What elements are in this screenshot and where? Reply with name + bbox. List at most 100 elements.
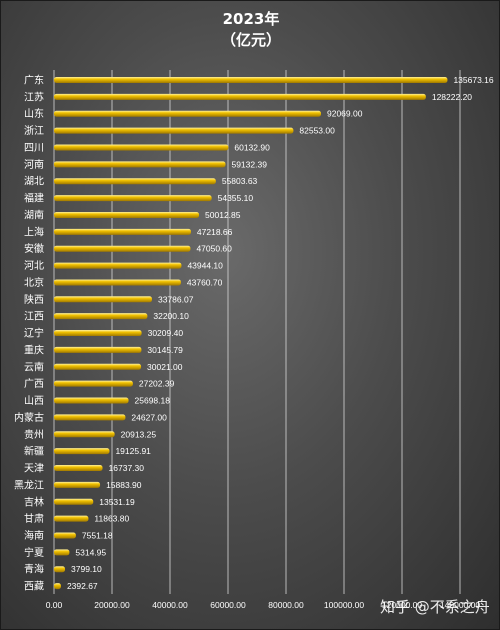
bar: [54, 110, 322, 117]
category-label: 新疆: [24, 445, 44, 458]
bar: [54, 313, 148, 320]
bar: [54, 346, 142, 353]
x-tick-label: 100000.00: [324, 600, 364, 610]
category-label: 海南: [24, 529, 44, 542]
value-label: 11863.80: [94, 514, 129, 524]
value-label: 60132.90: [234, 142, 270, 152]
bar: [54, 262, 182, 269]
value-label: 25698.18: [135, 396, 171, 406]
category-label: 浙江: [24, 125, 44, 137]
value-label: 92069.00: [327, 109, 363, 119]
x-tick-label: 0.00: [46, 600, 63, 610]
category-label: 贵州: [24, 428, 44, 441]
bar: [54, 515, 89, 522]
category-label: 上海: [24, 225, 44, 238]
x-tick-label: 80000.00: [268, 600, 304, 610]
category-label: 天津: [24, 463, 44, 475]
x-axis-ticks: 0.00 20000.00 40000.00 60000.00 80000.00 1000…: [46, 600, 481, 610]
labels: 广东 135673.16 江苏 128222.20 山东 92069.00 浙江 82553.…: [14, 74, 494, 593]
bar: [54, 279, 181, 286]
value-label: 3799.10: [71, 564, 102, 574]
bar: [54, 77, 448, 83]
category-label: 甘肃: [24, 512, 44, 525]
category-label: 陕西: [24, 293, 44, 306]
value-label: 54355.10: [218, 193, 254, 203]
bar: [54, 178, 216, 185]
bars: [54, 77, 448, 590]
value-label: 33786.07: [158, 294, 194, 304]
bar: [54, 549, 70, 556]
value-label: 50012.85: [205, 210, 241, 220]
value-label: 47050.60: [196, 244, 232, 254]
bar: [54, 296, 152, 303]
bar: [54, 228, 191, 235]
value-label: 128222.20: [432, 92, 472, 102]
category-label: 宁夏: [24, 546, 44, 559]
x-tick-label: 120000.00: [382, 600, 422, 610]
category-label: 内蒙古: [14, 411, 44, 424]
chart-title-year: 2023年: [222, 10, 280, 28]
bar: [54, 330, 142, 337]
category-label: 北京: [24, 276, 44, 289]
value-label: 2392.67: [67, 581, 98, 591]
category-label: 西藏: [24, 581, 44, 593]
bar: [54, 161, 226, 168]
category-label: 四川: [24, 143, 44, 154]
x-tick-label: 20000.00: [94, 600, 130, 610]
category-label: 辽宁: [24, 327, 44, 340]
category-label: 湖北: [24, 176, 44, 188]
category-label: 广西: [24, 378, 44, 390]
bar: [54, 498, 94, 505]
category-label: 河北: [24, 260, 44, 272]
bar: [54, 465, 103, 472]
category-label: 黑龙江: [14, 478, 44, 491]
x-tick-label: 40000.00: [152, 600, 188, 610]
value-label: 30145.79: [147, 345, 183, 355]
bar: [54, 414, 126, 421]
category-label: 吉林: [24, 495, 44, 508]
watermark: 知乎 @不系之舟: [380, 598, 490, 616]
chart-title: 2023年 （亿元）: [1, 9, 500, 51]
value-label: 59132.39: [231, 159, 267, 169]
category-label: 云南: [24, 360, 44, 373]
category-label: 福建: [24, 192, 44, 205]
category-label: 湖南: [24, 208, 44, 221]
bar: [54, 566, 66, 573]
value-label: 43944.10: [187, 261, 223, 271]
value-label: 24627.00: [131, 412, 167, 422]
bar: [54, 397, 129, 404]
bar: [54, 195, 212, 202]
value-label: 16737.30: [109, 463, 145, 473]
value-label: 5314.95: [75, 547, 106, 557]
category-label: 广东: [24, 74, 44, 87]
value-label: 15883.90: [106, 480, 142, 490]
value-label: 43760.70: [187, 277, 223, 287]
bar: [54, 144, 229, 151]
bar: [54, 211, 200, 218]
bar: [54, 583, 61, 590]
category-label: 河南: [24, 158, 44, 171]
bar: [54, 532, 76, 539]
category-label: 山东: [24, 107, 44, 120]
grid-lines: [53, 70, 461, 594]
value-label: 32200.10: [153, 311, 189, 321]
value-label: 30021.00: [147, 362, 183, 372]
category-label: 江苏: [24, 90, 44, 103]
bar: [54, 93, 426, 100]
category-label: 重庆: [24, 343, 44, 356]
bar: [54, 363, 142, 370]
bar: [54, 127, 294, 134]
value-label: 13531.19: [99, 497, 135, 507]
x-tick-label: 60000.00: [210, 600, 246, 610]
value-label: 30209.40: [148, 328, 184, 338]
bar: [54, 448, 110, 455]
bar: [54, 431, 115, 438]
category-label: 江西: [24, 311, 44, 323]
value-label: 7551.18: [82, 530, 113, 540]
bar: [54, 380, 133, 387]
category-label: 安徽: [24, 242, 44, 255]
category-label: 山西: [24, 395, 44, 407]
bar: [54, 481, 101, 488]
category-label: 青海: [24, 563, 44, 576]
